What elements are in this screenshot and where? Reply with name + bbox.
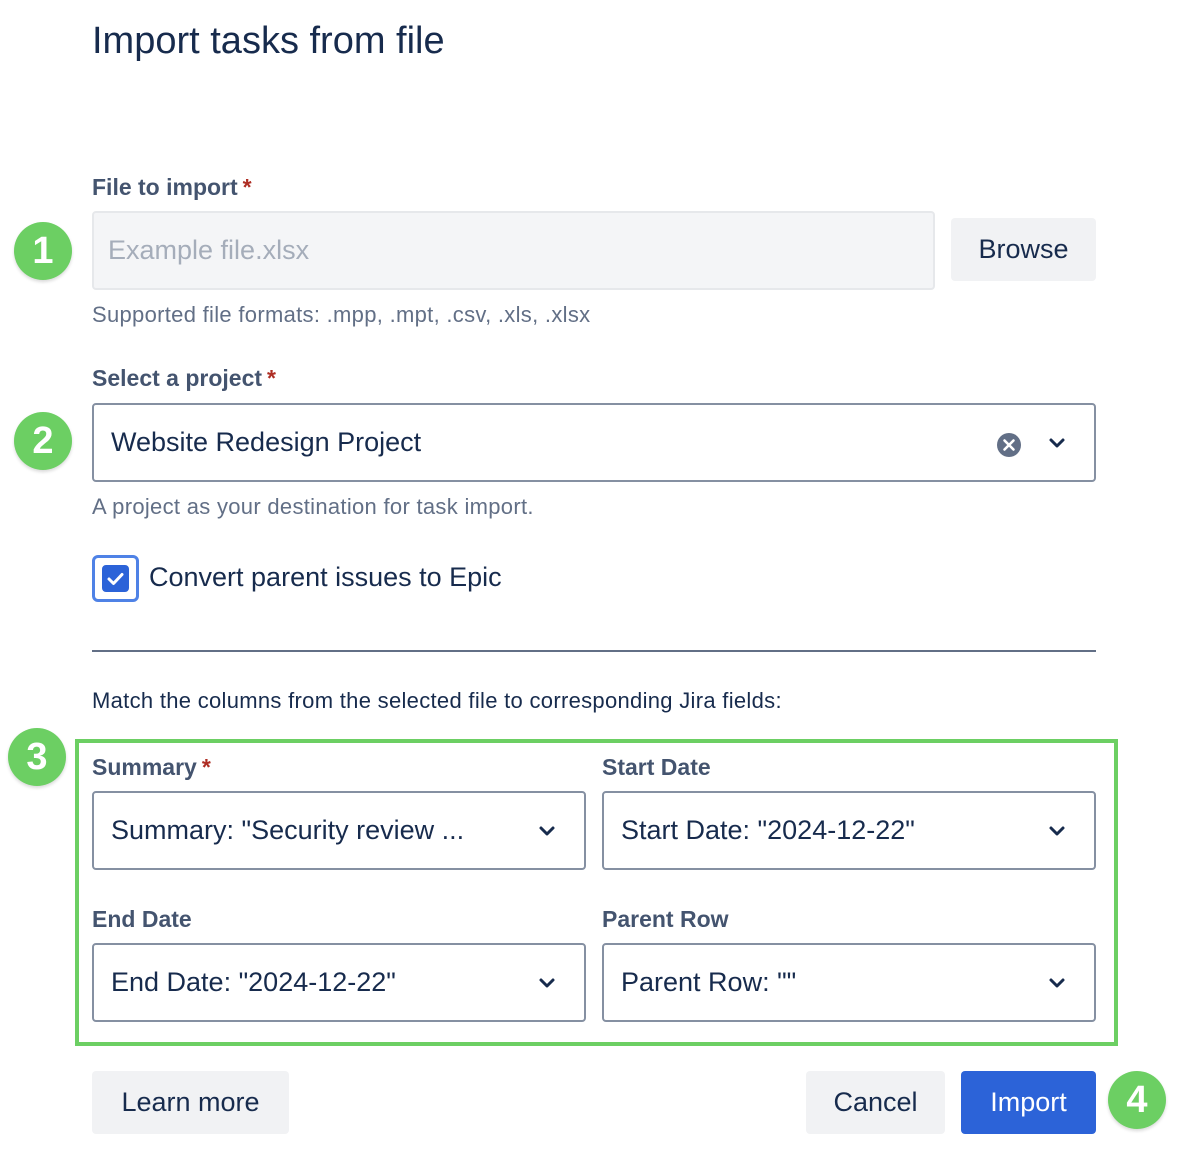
convert-epic-checkbox[interactable]	[92, 555, 139, 602]
chevron-down-icon	[539, 826, 555, 835]
divider	[92, 650, 1096, 652]
learn-more-button[interactable]: Learn more	[92, 1071, 289, 1134]
project-label: Select a project *	[92, 365, 276, 392]
clear-icon[interactable]	[996, 432, 1022, 458]
summary-label: Summary *	[92, 754, 211, 781]
project-label-text: Select a project	[92, 365, 263, 391]
checkmark-icon	[102, 565, 129, 592]
required-marker: *	[267, 365, 276, 391]
parent-row-label: Parent Row	[602, 906, 729, 932]
start-date-select-value: Start Date: "2024-12-22"	[621, 815, 915, 845]
summary-label-text: Summary	[92, 754, 197, 780]
project-select[interactable]: Website Redesign Project	[92, 403, 1096, 482]
mapping-intro: Match the columns from the selected file…	[92, 688, 782, 713]
file-label-text: File to import	[92, 174, 238, 200]
file-helper-text: Supported file formats: .mpp, .mpt, .csv…	[92, 302, 591, 327]
chevron-down-icon[interactable]	[1048, 437, 1066, 449]
chevron-down-icon	[1049, 978, 1065, 987]
annotation-badge-4: 4	[1108, 1071, 1166, 1129]
end-date-select[interactable]: End Date: "2024-12-22"	[92, 943, 586, 1022]
annotation-highlight-box	[75, 739, 1118, 1046]
parent-row-select-value: Parent Row: ""	[621, 967, 797, 997]
end-date-select-value: End Date: "2024-12-22"	[111, 967, 396, 997]
required-marker: *	[242, 174, 252, 200]
summary-select[interactable]: Summary: "Security review ...	[92, 791, 586, 870]
annotation-badge-1: 1	[14, 222, 72, 280]
convert-epic-label: Convert parent issues to Epic	[149, 562, 502, 592]
project-helper-text: A project as your destination for task i…	[92, 494, 534, 519]
summary-select-value: Summary: "Security review ...	[111, 815, 465, 845]
dialog-title: Import tasks from file	[92, 20, 445, 62]
project-select-value: Website Redesign Project	[111, 427, 422, 457]
browse-button[interactable]: Browse	[951, 218, 1096, 281]
chevron-down-icon	[539, 978, 555, 987]
annotation-badge-3: 3	[8, 728, 66, 786]
cancel-button[interactable]: Cancel	[806, 1071, 945, 1134]
file-input[interactable]: Example file.xlsx	[92, 211, 935, 290]
required-marker: *	[201, 754, 211, 780]
import-button[interactable]: Import	[961, 1071, 1096, 1134]
parent-row-select[interactable]: Parent Row: ""	[602, 943, 1096, 1022]
start-date-label: Start Date	[602, 754, 711, 780]
end-date-label: End Date	[92, 906, 192, 932]
file-label: File to import *	[92, 174, 252, 201]
chevron-down-icon	[1049, 826, 1065, 835]
annotation-badge-2: 2	[14, 412, 72, 470]
start-date-select[interactable]: Start Date: "2024-12-22"	[602, 791, 1096, 870]
